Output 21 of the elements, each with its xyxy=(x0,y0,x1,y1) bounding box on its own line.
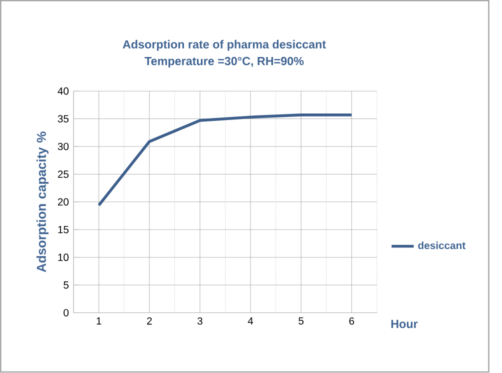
x-tick-label: 2 xyxy=(147,317,152,325)
y-tick-label: 35 xyxy=(58,115,69,123)
y-tick-label: 5 xyxy=(64,282,69,289)
x-tick-label: 5 xyxy=(298,317,304,325)
y-tick-label: 0 xyxy=(64,309,69,317)
y-tick-label: 20 xyxy=(58,198,69,206)
x-tick-label: 1 xyxy=(96,317,102,325)
legend-label: desiccant xyxy=(418,242,466,250)
y-tick-label: 40 xyxy=(58,88,69,95)
x-tick-label: 4 xyxy=(248,317,254,325)
chart-title: Adsorption rate of pharma desiccant xyxy=(122,40,326,51)
chart-subtitle: Temperature =30°C, RH=90% xyxy=(144,57,304,68)
x-tick-label: 6 xyxy=(349,317,354,325)
y-axis-title: Adsorption capacity % xyxy=(36,132,49,272)
y-tick-label: 25 xyxy=(58,170,69,178)
y-tick-label: 30 xyxy=(58,142,69,150)
y-tick-label: 15 xyxy=(58,226,69,234)
line-series xyxy=(97,114,354,207)
x-axis-title: Hour xyxy=(391,320,418,328)
x-tick-label: 3 xyxy=(197,317,202,325)
y-tick-label: 10 xyxy=(58,254,69,262)
